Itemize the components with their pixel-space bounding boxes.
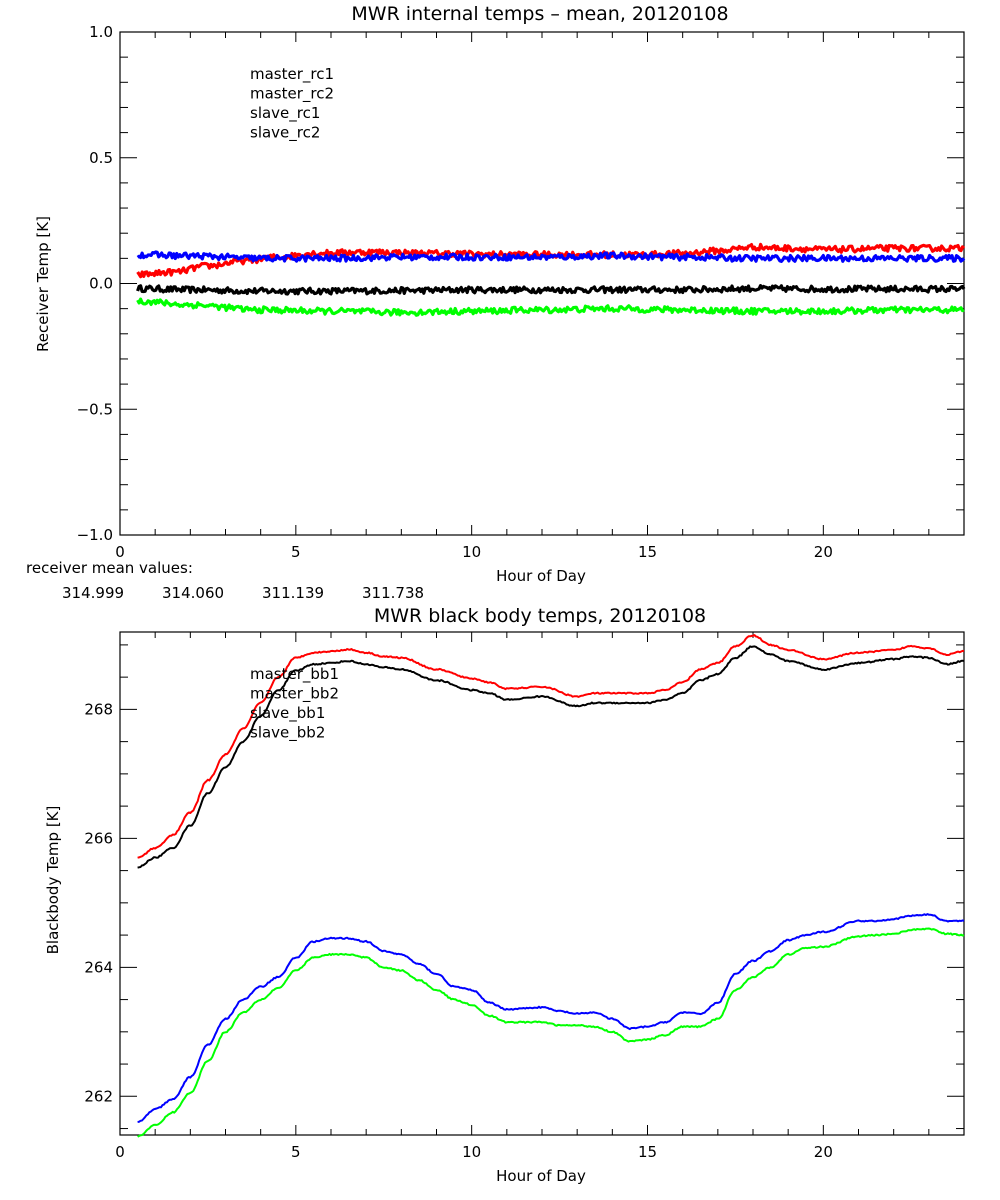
series-line-slave-rc2 [136,297,965,317]
y-tick-labels: 262 264 266 268 [84,700,113,1105]
x-tick-label: 0 [115,543,125,561]
series-line-slave-bb1 [137,913,965,1123]
x-tick-label: 10 [462,1143,481,1161]
blackbody-temp-panel: MWR black body temps, 20120108 0 5 10 15 20 … [44,605,965,1185]
x-tick-label: 10 [462,543,481,561]
legend-item-slave-bb2: slave_bb2 [250,724,325,743]
receiver-temp-panel: MWR internal temps – mean, 20120108 0 5 10… [26,3,966,602]
series-group [137,634,965,1138]
plot-frame [119,631,965,1136]
axis-ticks [119,632,965,1135]
y-tick-label: 262 [84,1087,113,1105]
y-tick-label: 0.5 [89,149,113,167]
legend-item-master-bb1: master_bb1 [250,665,339,684]
series-line-master-rc1 [136,284,966,296]
x-tick-label: 5 [291,1143,301,1161]
x-tick-label: 15 [638,543,657,561]
x-axis-label: Hour of Day [496,1167,586,1185]
mean-value-master-rc1: 314.999 [62,584,124,602]
x-tick-label: 5 [291,543,301,561]
legend-item-master-rc1: master_rc1 [250,65,334,84]
mean-value-slave-rc1: 311.139 [262,584,324,602]
x-axis-label: Hour of Day [496,567,586,585]
legend-item-master-bb2: master_bb2 [250,685,339,704]
x-tick-label: 0 [115,1143,125,1161]
x-tick-labels: 0 5 10 15 20 [115,1143,833,1161]
mean-value-slave-rc2: 311.738 [362,584,424,602]
chart-title: MWR internal temps – mean, 20120108 [351,3,728,25]
mean-value-master-rc2: 314.060 [162,584,224,602]
y-tick-label: 264 [84,958,113,976]
plot-frame [119,31,965,536]
legend-item-slave-rc2: slave_rc2 [250,124,320,143]
x-tick-label: 20 [814,543,833,561]
y-tick-labels: −1.0 −0.5 0.0 0.5 1.0 [77,23,113,544]
y-tick-label: 266 [84,829,113,847]
chart-title: MWR black body temps, 20120108 [374,605,706,627]
x-tick-labels: 0 5 10 15 20 [115,543,833,561]
series-line-master-bb1 [137,645,965,869]
axis-ticks [119,31,965,536]
y-tick-label: 268 [84,700,113,718]
y-tick-label: −1.0 [77,526,113,544]
legend-item-slave-rc1: slave_rc1 [250,104,320,123]
y-tick-label: 0.0 [89,275,113,293]
y-axis-label: Receiver Temp [K] [34,216,52,352]
legend-item-slave-bb1: slave_bb1 [250,704,325,723]
x-tick-label: 15 [638,1143,657,1161]
y-tick-label: 1.0 [89,23,113,41]
mean-values-label: receiver mean values: [26,559,193,577]
x-tick-label: 20 [814,1143,833,1161]
y-axis-label: Blackbody Temp [K] [44,806,62,955]
legend-item-master-rc2: master_rc2 [250,85,334,104]
series-line-slave-rc1 [136,250,966,263]
y-tick-label: −0.5 [77,400,113,418]
series-group [136,242,966,317]
series-line-slave-bb2 [137,927,965,1138]
series-line-master-bb2 [137,634,965,859]
series-line-master-rc2 [136,242,966,279]
